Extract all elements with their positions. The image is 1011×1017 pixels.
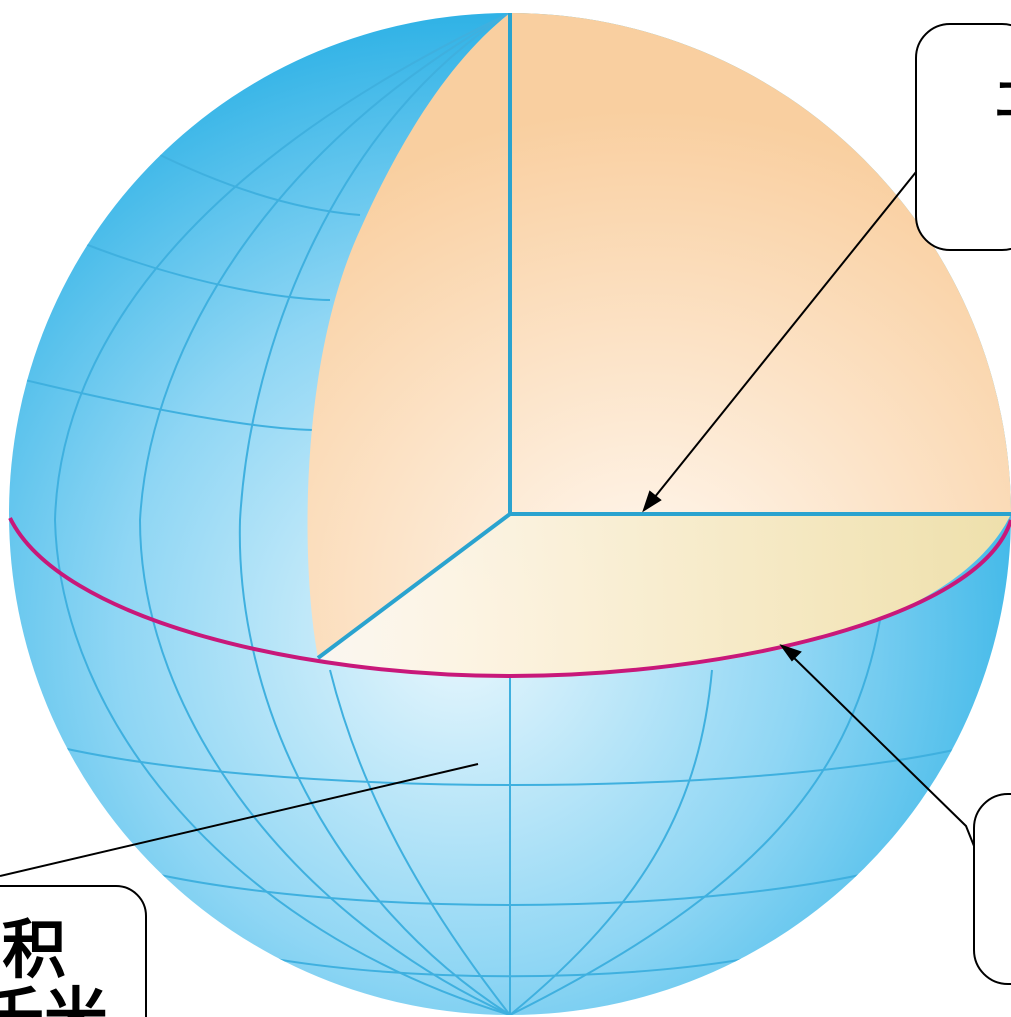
- pointer-lines: [0, 171, 975, 877]
- longitude-line: [53, 13, 511, 1015]
- pointer-equator: [789, 653, 975, 847]
- cutaway-octant: [307, 13, 1011, 676]
- arrowhead-icon: [642, 490, 662, 513]
- callout-box: [0, 885, 147, 1017]
- radius-diagonal: [316, 512, 512, 660]
- callout-box: [915, 23, 1011, 251]
- latitude-line: [24, 379, 321, 431]
- latitude-line: [99, 859, 921, 906]
- cut-upper-face: [307, 13, 1011, 658]
- callout-text: ヱ: [994, 72, 1011, 128]
- radius-lines: [316, 13, 1011, 660]
- pointer-radius: [649, 171, 917, 504]
- arrowhead-icon: [779, 644, 802, 662]
- latitude-line: [149, 149, 361, 216]
- callout-text-line2: 千米: [0, 981, 108, 1017]
- pointer-surface: [0, 763, 479, 877]
- callout-box: [973, 793, 1011, 985]
- callout-top-right: ヱ: [915, 23, 1011, 251]
- longitude-line: [138, 13, 511, 1015]
- longitude-line: [238, 13, 511, 1015]
- callout-text-line1: 积: [2, 913, 66, 988]
- longitude-line: [509, 669, 713, 1015]
- latitude-line: [229, 949, 791, 978]
- latitude-line: [29, 739, 996, 786]
- callout-bottom-left: 积 千米: [0, 885, 147, 1017]
- latitude-line: [74, 239, 331, 301]
- cut-floor-face: [318, 514, 1011, 676]
- equator-great-circle: [8, 517, 1011, 679]
- longitude-line: [509, 619, 881, 1015]
- callout-bottom-right: [973, 793, 1011, 985]
- longitude-line: [329, 669, 511, 1015]
- sphere-grid: [24, 13, 996, 1015]
